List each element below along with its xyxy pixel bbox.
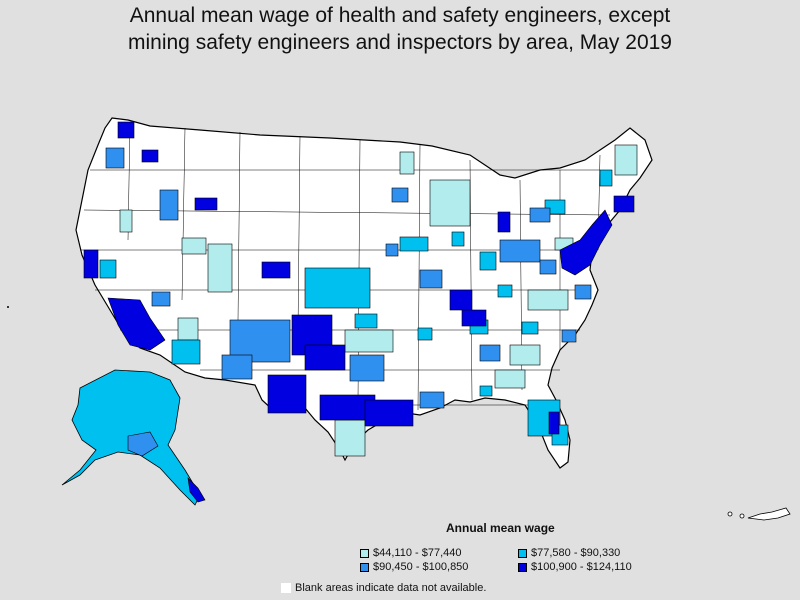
legend-swatch: [360, 562, 369, 572]
tier4-areas: [83, 121, 635, 435]
legend-item-tier2: $77,580 - $90,330: [518, 547, 620, 559]
map-dot: [7, 306, 9, 308]
alaska-panhandle: [187, 477, 206, 503]
tier3-areas: [105, 147, 592, 409]
legend-heading: Annual mean wage: [446, 521, 555, 535]
hawaii-region: [727, 507, 791, 521]
blank-areas-note-text: Blank areas indicate data not available.: [295, 582, 487, 594]
legend-item-tier1: $44,110 - $77,440: [360, 547, 461, 559]
legend-label: $77,580 - $90,330: [531, 547, 621, 559]
map-title-line-2: mining safety engineers and inspectors b…: [128, 31, 672, 54]
legend-swatch: [518, 562, 527, 572]
legend-swatch: [518, 548, 527, 558]
alaska-inset-area: [127, 431, 159, 457]
blank-areas-note: Blank areas indicate data not available.: [281, 582, 486, 594]
blank-swatch: [281, 583, 291, 593]
legend-label: $90,450 - $100,850: [373, 561, 469, 573]
legend-label: $100,900 - $124,110: [531, 561, 632, 573]
legend-label: $44,110 - $77,440: [373, 547, 462, 559]
legend-swatch: [360, 548, 369, 558]
legend-item-tier4: $100,900 - $124,110: [518, 561, 632, 573]
tier1-areas: [119, 144, 638, 457]
map-title-line-1: Annual mean wage of health and safety en…: [129, 4, 671, 27]
legend-item-tier3: $90,450 - $100,850: [360, 561, 468, 573]
